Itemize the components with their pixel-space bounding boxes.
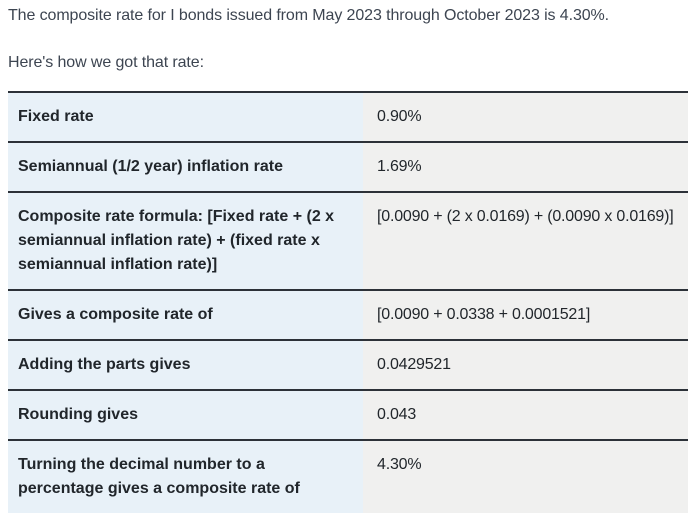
row-value-gives-composite-rate: [0.0090 + 0.0338 + 0.0001521] [363,290,688,340]
row-label-fixed-rate: Fixed rate [8,92,363,142]
row-value-fixed-rate: 0.90% [363,92,688,142]
table-row-fixed-rate: Fixed rate 0.90% [8,92,688,142]
table-row-gives-composite-rate: Gives a composite rate of [0.0090 + 0.03… [8,290,688,340]
table-row-adding-parts: Adding the parts gives 0.0429521 [8,340,688,390]
row-label-adding-parts: Adding the parts gives [8,340,363,390]
row-label-decimal-to-percentage: Turning the decimal number to a percenta… [8,440,363,513]
row-label-composite-formula: Composite rate formula: [Fixed rate + (2… [8,192,363,290]
row-label-inflation-rate: Semiannual (1/2 year) inflation rate [8,142,363,192]
row-label-rounding: Rounding gives [8,390,363,440]
row-value-composite-formula: [0.0090 + (2 x 0.0169) + (0.0090 x 0.016… [363,192,688,290]
row-value-rounding: 0.043 [363,390,688,440]
table-row-decimal-to-percentage: Turning the decimal number to a percenta… [8,440,688,513]
row-value-decimal-to-percentage: 4.30% [363,440,688,513]
composite-rate-summary: The composite rate for I bonds issued fr… [8,7,610,24]
composite-rate-table: Fixed rate 0.90% Semiannual (1/2 year) i… [8,91,688,513]
row-value-inflation-rate: 1.69% [363,142,688,192]
table-row-inflation-rate: Semiannual (1/2 year) inflation rate 1.6… [8,142,688,192]
table-row-rounding: Rounding gives 0.043 [8,390,688,440]
rate-explainer-lead: Here's how we got that rate: [8,54,204,71]
row-value-adding-parts: 0.0429521 [363,340,688,390]
table-row-composite-formula: Composite rate formula: [Fixed rate + (2… [8,192,688,290]
row-label-gives-composite-rate: Gives a composite rate of [8,290,363,340]
